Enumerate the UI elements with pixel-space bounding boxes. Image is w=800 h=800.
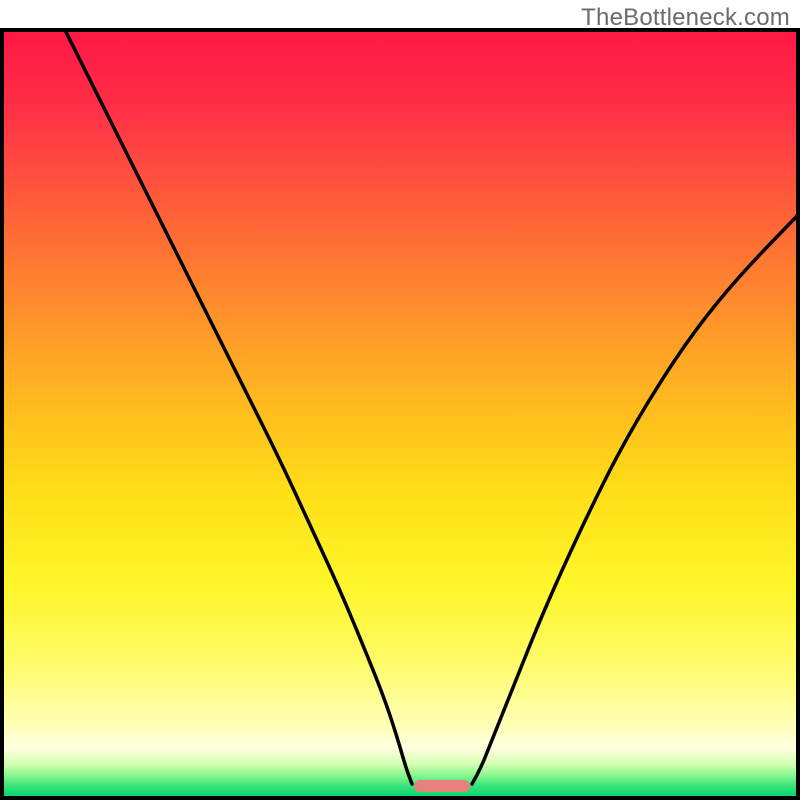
chart-stage: TheBottleneck.com bbox=[0, 0, 800, 800]
minimum-marker bbox=[414, 780, 470, 792]
watermark-text: TheBottleneck.com bbox=[581, 4, 790, 32]
bottleneck-chart bbox=[0, 0, 800, 800]
